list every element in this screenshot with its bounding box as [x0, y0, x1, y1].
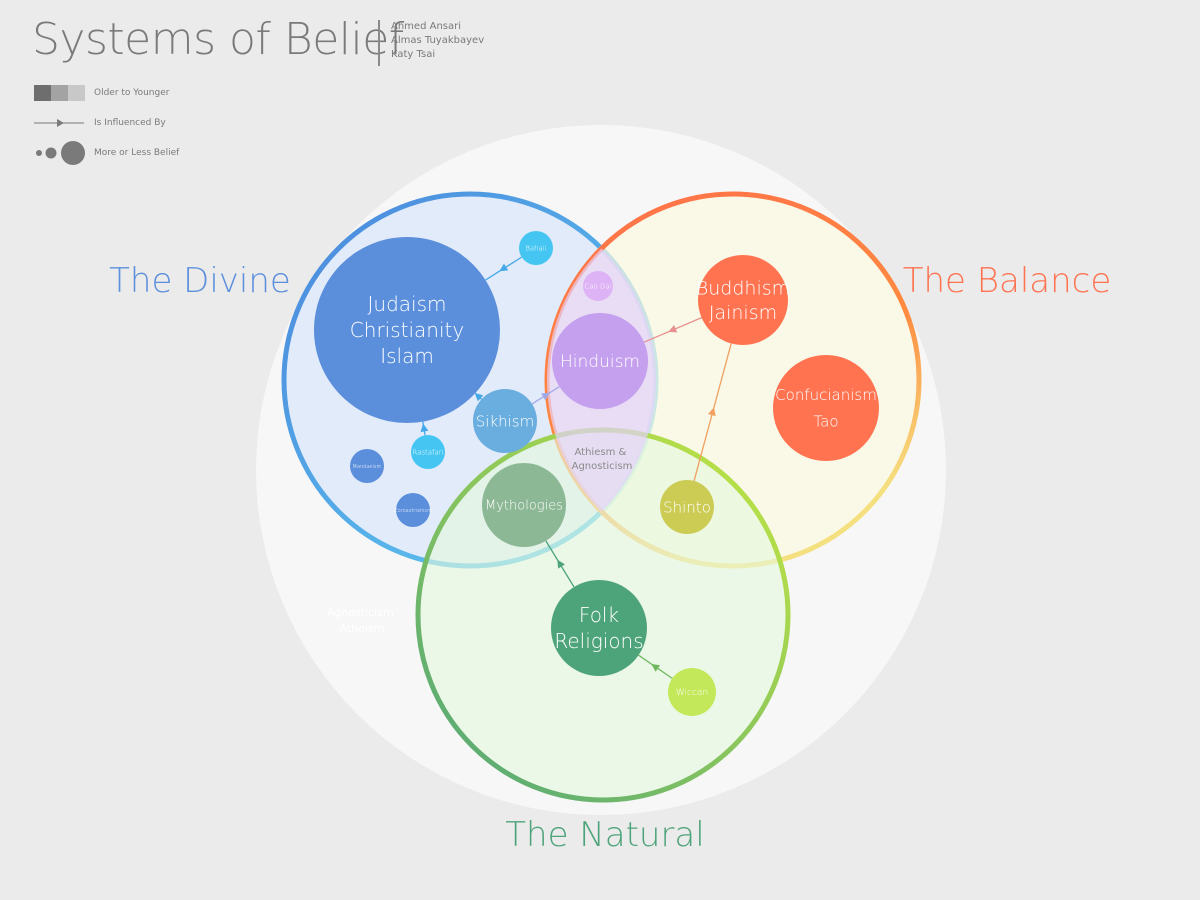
outside-label: Agnosticism Atheism	[327, 606, 397, 635]
belief-label: Hinduism	[560, 352, 640, 372]
influence-arrow-sikhism-hinduism	[531, 386, 560, 405]
belief-bubble[interactable]	[551, 580, 647, 676]
belief-node-hinduism[interactable]: Hinduism	[552, 313, 648, 409]
legend-swatch-young	[68, 85, 85, 101]
influence-arrow-shinto-buddhism	[693, 343, 732, 482]
belief-node-zoroastrianism[interactable]: Zoroastrianism	[394, 493, 432, 527]
influence-arrow-sikhism-abrahamic	[474, 392, 484, 402]
belief-label: Bahaii	[525, 244, 547, 252]
legend-size-label: More or Less Belief	[94, 148, 180, 158]
arrow-icon	[34, 119, 84, 127]
belief-label: Zoroastrianism	[394, 508, 432, 514]
author: Ahmed Ansari	[391, 21, 462, 32]
belief-bubble[interactable]	[668, 668, 716, 716]
belief-node-shinto[interactable]: Shinto	[660, 480, 714, 534]
belief-bubble[interactable]	[583, 271, 613, 301]
belief-bubble[interactable]	[552, 313, 648, 409]
belief-bubble[interactable]	[660, 480, 714, 534]
legend-influence: Is Influenced By	[34, 116, 166, 130]
belief-node-caodai[interactable]: Cao Dai	[583, 271, 613, 301]
belief-bubble[interactable]	[396, 493, 430, 527]
center-label: Athiesm & Agnosticism	[572, 447, 633, 472]
belief-label: Mythologies	[485, 499, 563, 514]
belief-label: Sikhism	[476, 412, 534, 430]
influence-arrow-wiccan-folk	[638, 654, 673, 679]
belief-node-folk[interactable]: Folk Religions	[551, 580, 647, 676]
belief-node-confucianism[interactable]: Confucianism Tao	[773, 355, 879, 461]
author: Almas Tuyakbayev	[391, 35, 485, 46]
author: Katy Tsai	[391, 49, 436, 60]
belief-label: Wiccan	[676, 688, 708, 698]
belief-node-abrahamic[interactable]: Judaism Christianity Islam	[314, 237, 500, 423]
belief-bubble[interactable]	[314, 237, 500, 423]
influence-arrow-rastafari-abrahamic	[420, 421, 429, 436]
belief-node-sikhism[interactable]: Sikhism	[473, 389, 537, 453]
legend-swatch-old	[34, 85, 51, 101]
belief-node-mythologies[interactable]: Mythologies	[482, 463, 566, 547]
group-balance-label: The Balance	[903, 261, 1112, 301]
group-divine-circle	[281, 191, 659, 569]
influence-arrow-bahaii-abrahamic	[485, 256, 523, 281]
group-natural-circle	[415, 427, 791, 803]
legend-influence-label: Is Influenced By	[94, 118, 166, 128]
belief-bubble[interactable]	[473, 389, 537, 453]
belief-node-bahaii[interactable]: Bahaii	[519, 231, 553, 265]
circle-size-icon	[36, 141, 85, 165]
belief-label: Confucianism Tao	[775, 386, 877, 430]
belief-label: Buddhism Jainism	[696, 277, 790, 324]
belief-label: Cao Dai	[584, 282, 611, 290]
belief-bubble[interactable]	[411, 435, 445, 469]
title-divider	[378, 20, 380, 66]
belief-label: Shinto	[663, 498, 711, 516]
belief-label: Folk Religions	[554, 603, 643, 653]
belief-bubble[interactable]	[773, 355, 879, 461]
group-divine-label: The Divine	[109, 261, 291, 301]
legend-size: More or Less Belief	[34, 141, 179, 165]
influence-arrow-buddhism-hinduism	[643, 317, 702, 343]
legend-swatch-mid	[51, 85, 68, 101]
page-title: Systems of Belief	[32, 14, 404, 65]
legend-age: Older to Younger	[34, 85, 169, 101]
overlap-divine-balance	[547, 248, 656, 512]
belief-bubble[interactable]	[698, 255, 788, 345]
belief-node-rastafari[interactable]: Rastafari	[411, 435, 445, 469]
belief-node-mandaeism[interactable]: Mandaeism	[350, 449, 384, 483]
authors-list: Ahmed Ansari Almas Tuyakbayev Katy Tsai	[391, 20, 484, 62]
universe-circle	[256, 125, 946, 815]
group-balance-circle	[544, 191, 922, 569]
group-natural-label: The Natural	[505, 815, 704, 855]
belief-bubble[interactable]	[519, 231, 553, 265]
influence-arrow-folk-mythologies	[545, 540, 575, 588]
belief-label: Rastafari	[412, 448, 443, 456]
belief-label: Mandaeism	[353, 464, 382, 470]
legend-age-label: Older to Younger	[94, 88, 170, 98]
belief-bubble[interactable]	[482, 463, 566, 547]
belief-node-buddhism[interactable]: Buddhism Jainism	[696, 255, 790, 345]
belief-label: Judaism Christianity Islam	[350, 292, 464, 368]
belief-bubble[interactable]	[350, 449, 384, 483]
belief-node-wiccan[interactable]: Wiccan	[668, 668, 716, 716]
